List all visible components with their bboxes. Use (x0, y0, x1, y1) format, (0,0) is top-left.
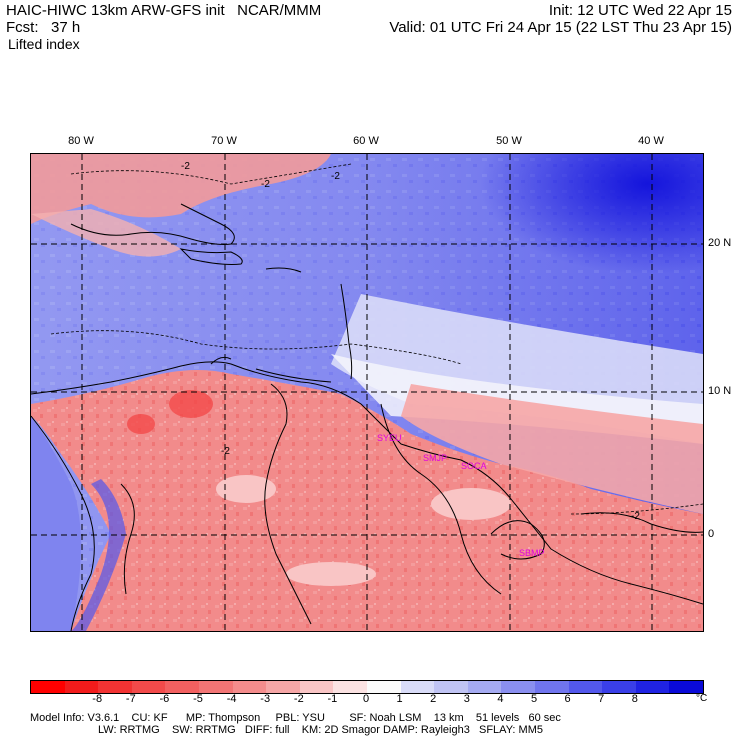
colorbar-tick-label: -5 (193, 693, 203, 705)
lon-label-80w: 80 W (68, 135, 94, 147)
colorbar-swatch (434, 681, 468, 693)
lon-label-70w: 70 W (211, 135, 237, 147)
colorbar-tick-label: -4 (226, 693, 237, 705)
colorbar-tick-label: 3 (463, 693, 470, 705)
lat-label-0: 0 (708, 528, 715, 540)
colorbar-swatch (165, 681, 199, 693)
station-label: SYEU (377, 433, 402, 443)
colorbar-tick-label: -7 (125, 693, 136, 705)
colorbar-tick-label: 4 (497, 693, 504, 705)
colorbar-tick-label: 1 (396, 693, 403, 705)
contour-label: -2 (221, 446, 230, 457)
init-time: Init: 12 UTC Wed 22 Apr 15 (548, 2, 732, 19)
colorbar-tick-label: 7 (598, 693, 605, 705)
colorbar-tick-label: -1 (327, 693, 338, 705)
station-label: SOCA (461, 461, 487, 471)
colorbar-tick-label: 8 (631, 693, 638, 705)
colorbar-swatch (602, 681, 636, 693)
south-america-unstable-area (31, 370, 703, 631)
lat-label-20n: 20 N (708, 237, 732, 249)
contour-label: -2 (181, 161, 190, 172)
contour-label: -2 (331, 171, 340, 182)
colorbar-tick-label: -3 (260, 693, 271, 705)
northern-unstable-area (31, 154, 331, 224)
colorbar-swatch (400, 681, 435, 693)
colorbar-swatch (467, 681, 502, 693)
colorbar-unit: °C (696, 693, 708, 704)
lifted-index-map: -2 -2 -2 -2 -2 SYEU SMJP SOCA SBMP (30, 153, 704, 632)
lon-label-40w: 40 W (638, 135, 664, 147)
model-info-line2: LW: RRTMG SW: RRTMG DIFF: full KM: 2D Sm… (98, 724, 543, 736)
colorbar-swatch (31, 681, 65, 693)
contour-label: -2 (261, 179, 270, 190)
colorbar-swatch (299, 681, 334, 693)
colorbar-tick-label: 5 (530, 693, 538, 705)
field-name: Lifted index (8, 36, 80, 52)
colorbar-swatch (131, 681, 166, 693)
colorbar-swatch (669, 681, 703, 693)
colorbar-swatch (64, 681, 99, 693)
colorbar-swatch (333, 681, 367, 693)
contour-label: -2 (631, 511, 640, 522)
colorbar-swatch (266, 681, 300, 693)
station-label: SBMP (519, 548, 545, 558)
colorbar (30, 680, 704, 694)
colorbar-swatch (534, 681, 569, 693)
forecast-hour: Fcst: 37 h (6, 19, 81, 36)
colorbar-swatch (568, 681, 603, 693)
lat-label-10n: 10 N (708, 385, 732, 397)
colorbar-swatch (98, 681, 132, 693)
lon-label-50w: 50 W (496, 135, 522, 147)
lon-label-60w: 60 W (353, 135, 379, 147)
colorbar-tick-label: -6 (159, 693, 170, 705)
colorbar-tick-label: 2 (430, 693, 437, 705)
colorbar-swatch (635, 681, 670, 693)
colorbar-tick-label: 6 (564, 693, 571, 705)
map-canvas: -2 -2 -2 -2 -2 SYEU SMJP SOCA SBMP (31, 154, 703, 631)
colorbar-swatch (232, 681, 267, 693)
colorbar-tick-label: -8 (92, 693, 103, 705)
model-title: HAIC-HIWC 13km ARW-GFS init NCAR/MMM (6, 2, 322, 19)
colorbar-swatch (198, 681, 233, 693)
colorbar-tick-label: -2 (293, 693, 304, 705)
station-label: SMJP (423, 453, 447, 463)
colorbar-swatch (501, 681, 535, 693)
pacific-stable-strip (31, 416, 81, 631)
valid-time: Valid: 01 UTC Fri 24 Apr 15 (22 LST Thu … (389, 19, 732, 36)
colorbar-tick-label: 0 (362, 693, 370, 705)
model-info-line1: Model Info: V3.6.1 CU: KF MP: Thompson P… (30, 712, 561, 724)
colorbar-swatch (366, 681, 401, 693)
